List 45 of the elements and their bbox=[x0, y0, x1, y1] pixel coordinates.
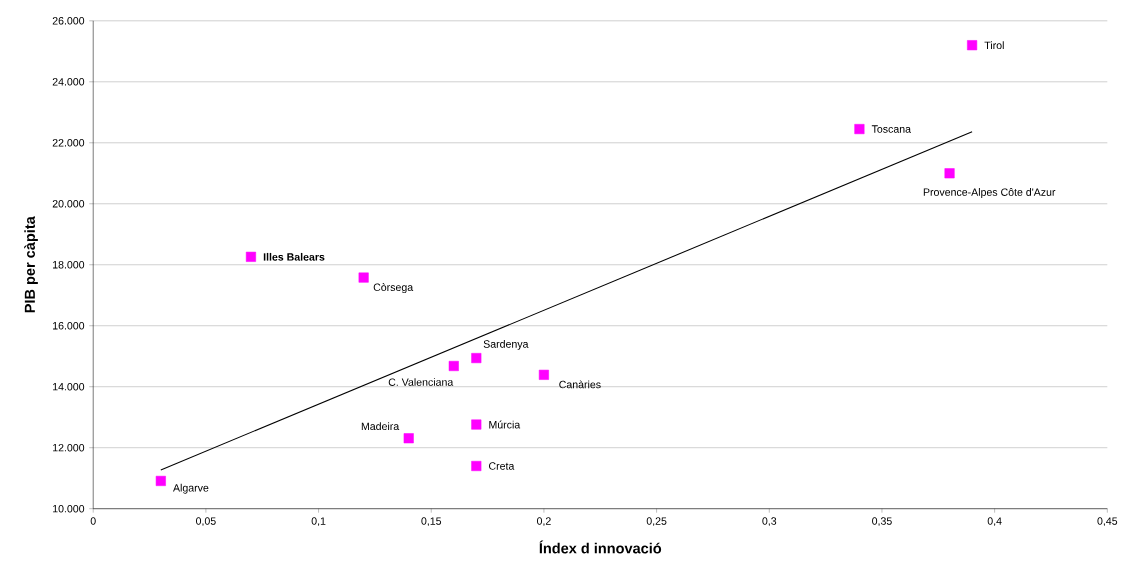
annotation: Algarve bbox=[173, 483, 209, 494]
x-axis-title: Índex d innovació bbox=[539, 540, 662, 554]
annotation: Toscana bbox=[871, 125, 911, 133]
y-tick-label: 12.000 bbox=[53, 443, 85, 452]
y-tick-label: 14.000 bbox=[53, 382, 85, 391]
annotation: Creta bbox=[489, 462, 515, 470]
x-tick-label: 0,3 bbox=[762, 517, 777, 526]
x-tick-label: 0,4 bbox=[987, 517, 1002, 526]
y-axis-title: PIB per càpita bbox=[24, 216, 38, 313]
y-tick-label: 10.000 bbox=[53, 504, 85, 513]
x-tick-label: 0,15 bbox=[421, 517, 442, 526]
x-tick-label: 0,35 bbox=[872, 517, 892, 526]
point bbox=[471, 419, 482, 430]
point bbox=[245, 251, 256, 262]
point bbox=[471, 352, 482, 364]
annotation: Madeira bbox=[361, 422, 400, 430]
point bbox=[155, 475, 166, 486]
annotation: Sardenya bbox=[483, 339, 529, 350]
x-tick-label: 0,2 bbox=[536, 517, 551, 526]
point bbox=[854, 123, 865, 135]
point bbox=[448, 360, 459, 371]
point bbox=[358, 272, 369, 283]
x-tick-label: 0,25 bbox=[646, 517, 667, 526]
annotation: C. Valenciana bbox=[388, 378, 454, 386]
x-tick-label: 0,05 bbox=[196, 517, 216, 526]
annotation: Múrcia bbox=[489, 420, 521, 429]
y-tick-label: 26.000 bbox=[52, 16, 85, 25]
point bbox=[538, 369, 549, 380]
y-tick-label: 20.000 bbox=[52, 199, 85, 208]
y-tick-label: 22.000 bbox=[52, 138, 85, 147]
point bbox=[967, 40, 978, 51]
x-tick-label: 0,1 bbox=[311, 517, 326, 526]
annotation: Tirol bbox=[984, 41, 1004, 50]
annotation: Provence-Alpes Côte d'Azur bbox=[923, 188, 1056, 198]
annotation: Illes Balears bbox=[263, 252, 325, 261]
x-tick-label: 0 bbox=[90, 517, 96, 525]
annotation: Còrsega bbox=[373, 283, 414, 294]
point bbox=[403, 433, 414, 444]
point bbox=[471, 460, 482, 471]
y-tick-label: 18.000 bbox=[53, 260, 85, 269]
y-tick-label: 24.000 bbox=[52, 77, 85, 86]
x-tick-label: 0,45 bbox=[1097, 517, 1118, 526]
y-tick-label: 16.000 bbox=[53, 321, 85, 330]
point bbox=[944, 168, 955, 179]
annotation: Canàries bbox=[559, 380, 601, 389]
